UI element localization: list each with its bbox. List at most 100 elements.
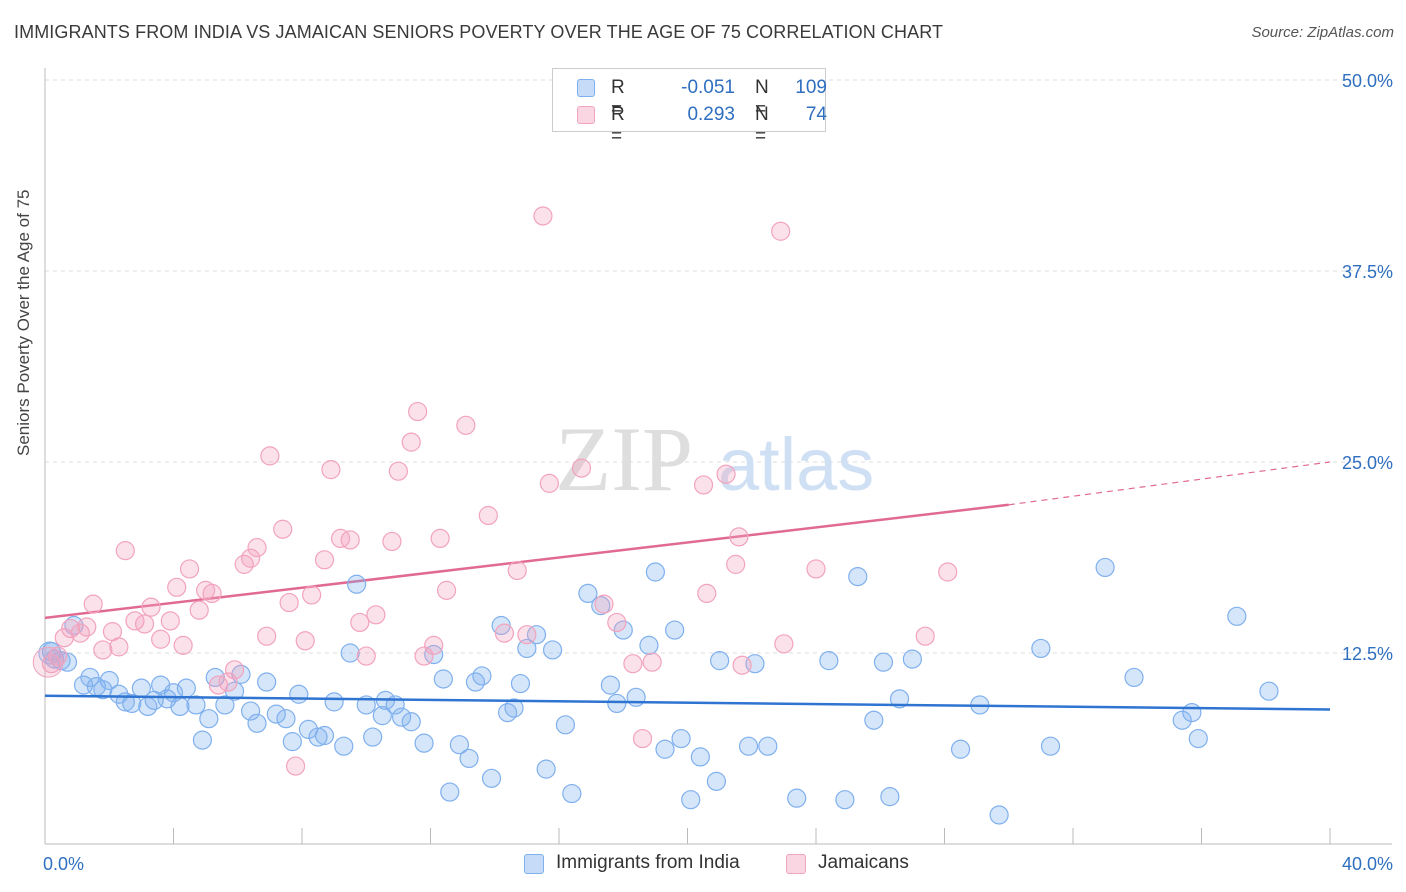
india-point — [433, 669, 453, 689]
jamaicans-point — [408, 401, 428, 422]
jamaicans-point — [356, 646, 376, 666]
india-point — [864, 710, 884, 730]
india-point — [257, 672, 277, 692]
india-point — [665, 620, 685, 640]
india-point — [873, 652, 894, 672]
jamaicans-point — [414, 646, 434, 666]
india-point — [517, 638, 537, 659]
jamaicans-point — [771, 221, 791, 241]
jamaicans-point — [729, 527, 749, 547]
india-point — [542, 640, 563, 660]
india-point — [526, 625, 547, 645]
legend-r-value: 0.293 — [687, 104, 735, 125]
legend-r-label: R = — [611, 104, 625, 147]
axes — [44, 68, 1392, 845]
jamaicans-point — [726, 554, 746, 574]
india-point — [340, 643, 360, 663]
india-point — [314, 725, 335, 746]
jamaicans-point — [279, 592, 299, 613]
bottom-legend-label-jamaicans: Jamaicans — [818, 852, 909, 873]
india-point — [192, 730, 213, 750]
india-point — [738, 736, 759, 756]
india-point — [645, 562, 665, 582]
india-point — [472, 666, 492, 686]
india-point — [282, 732, 302, 752]
y-tick-label: 50.0% — [1342, 71, 1393, 91]
india-point — [758, 736, 778, 756]
jamaicans-point — [915, 626, 935, 646]
india-point — [347, 574, 367, 594]
jamaicans-point — [314, 550, 335, 570]
jamaicans-point — [806, 559, 826, 579]
india-point — [1040, 736, 1061, 756]
x-tick-label-max: 40.0% — [1342, 854, 1393, 874]
legend-n-label: N = — [755, 104, 769, 147]
india-point — [241, 701, 261, 721]
india-point — [372, 706, 392, 726]
legend-n-value: 74 — [805, 104, 827, 125]
india-point — [902, 649, 922, 669]
jamaicans-point — [623, 654, 643, 674]
india-point — [1031, 638, 1051, 659]
india-point — [1095, 557, 1115, 578]
jamaicans-point — [179, 559, 200, 579]
jamaicans-point — [693, 475, 714, 495]
jamaicans-point — [632, 728, 653, 749]
jamaicans-point — [273, 519, 293, 539]
india-point — [414, 733, 434, 753]
jamaicans-point — [539, 473, 559, 493]
india-point — [308, 727, 328, 747]
jamaicans-point — [260, 446, 280, 466]
india-point — [536, 759, 556, 779]
jamaicans-point — [507, 560, 527, 581]
jamaicans-point — [32, 646, 64, 678]
india-point — [459, 748, 479, 769]
bottom-legend-swatch-india — [524, 854, 544, 874]
india-point — [510, 673, 531, 694]
watermark-zip: ZIP — [555, 408, 693, 510]
india-point — [199, 709, 219, 729]
y-tick-label: 12.5% — [1342, 644, 1393, 664]
india-point — [401, 712, 421, 732]
tick-labels: 12.5% 25.0% 37.5% 50.0% 0.0% 40.0% — [43, 71, 1393, 874]
trendline-immigrants-from-india — [44, 694, 1331, 711]
jamaicans-point — [607, 612, 627, 633]
jamaicans-point — [302, 585, 322, 605]
jamaicans-point — [774, 634, 794, 654]
jamaicans-point — [401, 432, 421, 452]
india-point — [186, 695, 206, 715]
india-point — [391, 707, 412, 727]
jamaicans-point — [697, 583, 717, 604]
india-point — [1259, 681, 1279, 701]
india-point — [266, 704, 286, 724]
jamaicans-point — [732, 655, 752, 675]
india-point — [555, 715, 576, 735]
jamaicans-point — [202, 583, 222, 604]
india-point — [247, 713, 267, 733]
india-point — [481, 768, 502, 788]
india-point — [591, 596, 611, 616]
india-point — [176, 678, 196, 698]
india-point — [363, 727, 383, 747]
india-point — [289, 684, 309, 704]
jamaicans-point — [436, 580, 457, 600]
jamaicans-point — [48, 646, 68, 666]
india-point — [950, 739, 971, 759]
source-label: Source: ZipAtlas.com — [1251, 24, 1394, 41]
bottom-legend-label-india: Immigrants from India — [556, 852, 740, 873]
jamaicans-point — [257, 626, 277, 646]
watermark-atlas: atlas — [718, 423, 874, 506]
india-point — [607, 693, 627, 714]
india-point — [1227, 606, 1247, 626]
jamaicans-point — [350, 612, 370, 633]
india-point — [639, 635, 659, 655]
india-point — [600, 675, 621, 695]
jamaicans-point — [330, 528, 351, 549]
india-point — [1124, 667, 1144, 688]
jamaicans-point — [224, 660, 245, 680]
jamaicans-point — [594, 594, 614, 614]
india-point — [989, 805, 1009, 825]
india-point — [578, 583, 598, 604]
jamaicans-point — [151, 629, 171, 649]
jamaicans-point — [478, 505, 498, 526]
